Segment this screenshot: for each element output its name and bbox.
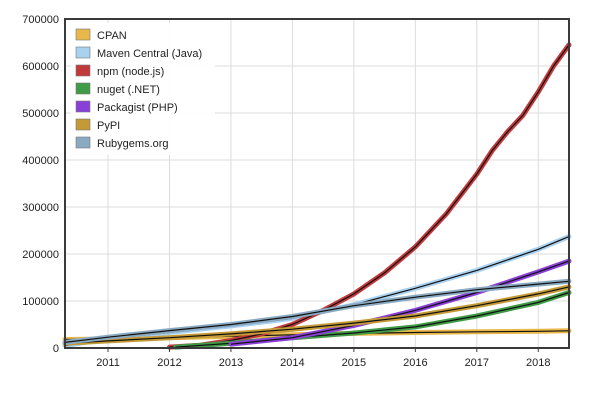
legend-item-nuget-net: nuget (.NET) (75, 82, 160, 96)
y-tick-label-700000: 700000 (22, 14, 59, 26)
legend-swatch-cpan (75, 28, 91, 41)
x-tick-label-2011: 2011 (96, 357, 120, 369)
legend-label-packagist-php: Packagist (PHP) (97, 102, 178, 114)
y-tick-label-100000: 100000 (22, 296, 59, 308)
legend-item-rubygems-org: Rubygems.org (75, 136, 169, 150)
x-axis-tick-labels: 2011 2012 2013 2014 2015 2016 2017 2018 (96, 348, 551, 369)
series-trend-packagist-php (230, 260, 570, 345)
y-tick-label-300000: 300000 (22, 202, 59, 214)
legend: CPAN Maven Central (Java) npm (node.js) nug… (71, 23, 215, 155)
x-tick-label-2018: 2018 (526, 357, 550, 369)
y-tick-label-400000: 400000 (22, 155, 59, 167)
legend-label-nuget-net: nuget (.NET) (97, 84, 160, 96)
series-lines (62, 42, 572, 350)
y-tick-label-600000: 600000 (22, 61, 59, 73)
legend-label-maven-central-java: Maven Central (Java) (97, 48, 202, 60)
series-trend-rubygems-org (64, 280, 570, 343)
series-trend-npm-node-js (169, 44, 570, 348)
y-tick-label-0: 0 (53, 343, 59, 355)
legend-label-pypi: PyPI (97, 120, 120, 132)
series-pypi (62, 284, 572, 346)
legend-label-rubygems-org: Rubygems.org (97, 138, 169, 150)
x-tick-label-2016: 2016 (403, 357, 427, 369)
x-tick-label-2013: 2013 (219, 357, 243, 369)
y-tick-label-200000: 200000 (22, 249, 59, 261)
y-axis-tick-labels: 0 100000 200000 300000 400000 500000 600000 700… (22, 14, 59, 355)
x-tick-label-2012: 2012 (157, 357, 181, 369)
legend-label-npm-node-js: npm (node.js) (97, 66, 164, 78)
legend-item-pypi: PyPI (75, 118, 120, 132)
series-rubygems-org (62, 278, 572, 345)
legend-item-cpan: CPAN (75, 28, 127, 42)
legend-swatch-rubygems-org (75, 136, 91, 149)
legend-swatch-pypi (75, 118, 91, 131)
series-packagist-php (228, 258, 572, 347)
legend-swatch-packagist-php (75, 100, 91, 113)
legend-item-npm-node-js: npm (node.js) (75, 64, 164, 78)
x-tick-label-2017: 2017 (465, 357, 489, 369)
series-trend-pypi (64, 286, 570, 344)
y-tick-label-500000: 500000 (22, 108, 59, 120)
legend-swatch-nuget-net (75, 82, 91, 95)
plot-frame (64, 18, 570, 349)
x-tick-label-2015: 2015 (342, 357, 366, 369)
x-tick-label-2014: 2014 (280, 357, 304, 369)
legend-item-packagist-php: Packagist (PHP) (75, 100, 178, 114)
legend-swatch-npm-node-js (75, 64, 91, 77)
legend-background (71, 23, 215, 155)
legend-item-maven-central-java: Maven Central (Java) (75, 46, 202, 60)
series-npm-node-js (167, 42, 572, 350)
legend-swatch-maven-central-java (75, 46, 91, 59)
legend-label-cpan: CPAN (97, 30, 127, 42)
